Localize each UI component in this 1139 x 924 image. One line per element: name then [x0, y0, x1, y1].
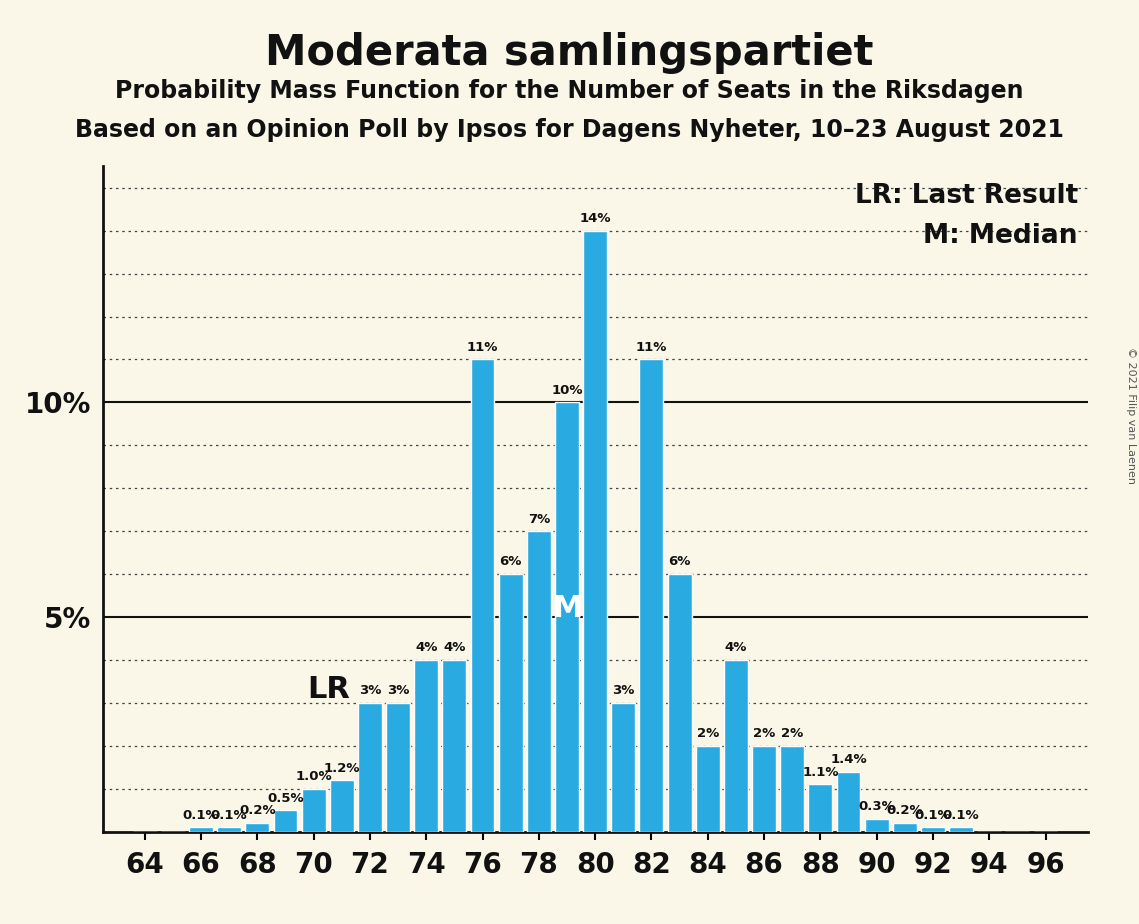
Bar: [667, 574, 691, 832]
Bar: [921, 827, 945, 832]
Bar: [865, 819, 888, 832]
Text: M: M: [551, 594, 582, 623]
Text: 0.5%: 0.5%: [268, 792, 304, 805]
Text: Moderata samlingspartiet: Moderata samlingspartiet: [265, 32, 874, 74]
Bar: [724, 660, 748, 832]
Bar: [273, 810, 297, 832]
Text: © 2021 Filip van Laenen: © 2021 Filip van Laenen: [1126, 347, 1136, 484]
Bar: [809, 784, 833, 832]
Bar: [386, 703, 410, 832]
Text: 14%: 14%: [580, 213, 611, 225]
Bar: [639, 359, 663, 832]
Text: 2%: 2%: [697, 727, 719, 740]
Text: 11%: 11%: [636, 341, 667, 354]
Text: Probability Mass Function for the Number of Seats in the Riksdagen: Probability Mass Function for the Number…: [115, 79, 1024, 103]
Text: M: Median: M: Median: [924, 223, 1077, 249]
Text: 0.2%: 0.2%: [239, 805, 276, 818]
Bar: [555, 402, 579, 832]
Text: 1.1%: 1.1%: [802, 766, 838, 779]
Text: 3%: 3%: [387, 685, 409, 698]
Bar: [415, 660, 439, 832]
Bar: [836, 772, 860, 832]
Text: LR: Last Result: LR: Last Result: [854, 183, 1077, 209]
Bar: [330, 780, 354, 832]
Text: 1.4%: 1.4%: [830, 753, 867, 766]
Text: 0.3%: 0.3%: [859, 800, 895, 813]
Bar: [612, 703, 636, 832]
Bar: [780, 746, 804, 832]
Bar: [893, 823, 917, 832]
Bar: [470, 359, 494, 832]
Text: Based on an Opinion Poll by Ipsos for Dagens Nyheter, 10–23 August 2021: Based on an Opinion Poll by Ipsos for Da…: [75, 118, 1064, 142]
Text: 1.2%: 1.2%: [323, 761, 360, 774]
Bar: [245, 823, 269, 832]
Bar: [442, 660, 466, 832]
Bar: [752, 746, 776, 832]
Bar: [218, 827, 241, 832]
Text: 3%: 3%: [359, 685, 382, 698]
Bar: [358, 703, 382, 832]
Bar: [302, 789, 326, 832]
Text: 0.2%: 0.2%: [886, 805, 923, 818]
Bar: [696, 746, 720, 832]
Text: 4%: 4%: [724, 641, 747, 654]
Bar: [189, 827, 213, 832]
Text: 0.1%: 0.1%: [943, 808, 980, 821]
Bar: [949, 827, 973, 832]
Text: LR: LR: [308, 675, 350, 704]
Text: 0.1%: 0.1%: [182, 808, 220, 821]
Bar: [583, 231, 607, 832]
Text: 6%: 6%: [500, 555, 522, 568]
Text: 2%: 2%: [753, 727, 776, 740]
Text: 3%: 3%: [612, 685, 634, 698]
Text: 7%: 7%: [527, 513, 550, 526]
Text: 6%: 6%: [669, 555, 690, 568]
Text: 11%: 11%: [467, 341, 498, 354]
Text: 0.1%: 0.1%: [211, 808, 247, 821]
Text: 1.0%: 1.0%: [295, 770, 331, 784]
Text: 10%: 10%: [551, 383, 583, 396]
Text: 0.1%: 0.1%: [915, 808, 951, 821]
Bar: [499, 574, 523, 832]
Text: 2%: 2%: [781, 727, 803, 740]
Text: 4%: 4%: [415, 641, 437, 654]
Bar: [527, 531, 551, 832]
Text: 4%: 4%: [443, 641, 466, 654]
